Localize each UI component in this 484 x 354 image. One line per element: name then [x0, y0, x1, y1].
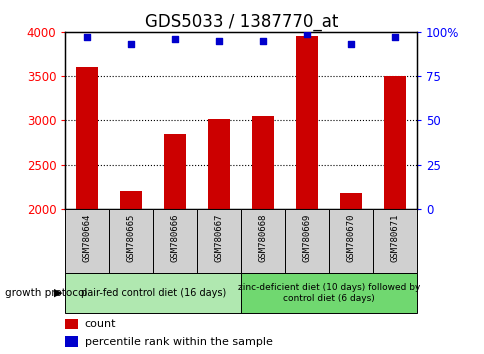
Text: GSM780668: GSM780668 — [258, 214, 267, 262]
Text: count: count — [85, 319, 116, 329]
Bar — [208, 119, 230, 354]
Point — [215, 38, 223, 44]
Point — [259, 38, 267, 44]
Bar — [76, 67, 98, 354]
Text: growth protocol: growth protocol — [5, 288, 87, 298]
Bar — [339, 193, 362, 354]
Bar — [65, 336, 77, 347]
Text: GSM780667: GSM780667 — [214, 214, 223, 262]
Title: GDS5033 / 1387770_at: GDS5033 / 1387770_at — [144, 13, 337, 30]
Text: GSM780670: GSM780670 — [346, 214, 355, 262]
Text: zinc-deficient diet (10 days) followed by
control diet (6 days): zinc-deficient diet (10 days) followed b… — [238, 283, 420, 303]
Text: pair-fed control diet (16 days): pair-fed control diet (16 days) — [81, 288, 226, 298]
Text: GSM780671: GSM780671 — [390, 214, 399, 262]
Text: GSM780664: GSM780664 — [83, 214, 92, 262]
Bar — [120, 191, 142, 354]
Point — [302, 31, 310, 36]
Bar — [197, 209, 241, 273]
Point — [171, 36, 179, 42]
Text: percentile rank within the sample: percentile rank within the sample — [85, 337, 272, 347]
Text: GSM780669: GSM780669 — [302, 214, 311, 262]
Bar — [65, 209, 109, 273]
Bar — [164, 134, 186, 354]
Bar — [65, 273, 241, 313]
Point — [347, 41, 354, 47]
Bar — [109, 209, 153, 273]
Bar — [296, 36, 318, 354]
Point — [127, 41, 135, 47]
Text: GSM780665: GSM780665 — [127, 214, 136, 262]
Bar — [372, 209, 416, 273]
Bar — [285, 209, 329, 273]
Bar — [241, 209, 285, 273]
Bar — [329, 209, 372, 273]
Bar — [65, 319, 77, 329]
Text: ▶: ▶ — [54, 288, 63, 298]
Bar — [383, 76, 405, 354]
Point — [83, 34, 91, 40]
Text: GSM780666: GSM780666 — [170, 214, 180, 262]
Bar — [241, 273, 416, 313]
Bar — [153, 209, 197, 273]
Bar — [252, 116, 273, 354]
Point — [391, 34, 398, 40]
